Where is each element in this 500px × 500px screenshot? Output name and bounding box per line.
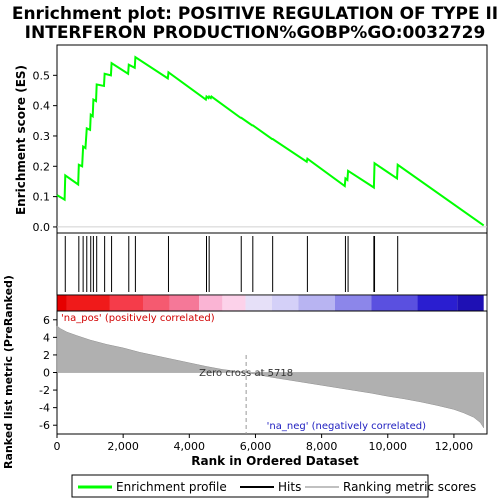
heatmap-segment xyxy=(245,295,272,311)
positive-correlation-label: 'na_pos' (positively correlated) xyxy=(61,313,215,324)
heatmap-segment xyxy=(143,295,170,311)
rank-y-tick-label: 6 xyxy=(43,314,50,327)
heatmap-segment xyxy=(457,295,484,311)
es-y-tick-label: 0.1 xyxy=(33,191,51,204)
heatmap-segment xyxy=(334,295,372,311)
heatmap-segment xyxy=(169,295,200,311)
es-panel: 0.0 0.1 0.2 0.3 0.4 0.5 Enrichment score (ES) xyxy=(14,44,488,234)
rank-y-tick-label: 0 xyxy=(43,367,50,380)
rank-y-tick-label: -4 xyxy=(39,402,50,415)
es-y-tick-label: 0.3 xyxy=(33,130,51,143)
es-y-tick-label: 0.2 xyxy=(33,160,51,173)
heatmap-segment xyxy=(222,295,246,311)
chart-title-line-1: Enrichment plot: POSITIVE REGULATION OF … xyxy=(12,4,498,24)
chart-title-line-2: INTERFERON PRODUCTION%GOBP%GO:0032729 xyxy=(25,23,486,43)
heatmap-segment xyxy=(371,295,418,311)
legend-ranking-label: Ranking metric scores xyxy=(343,480,476,494)
legend: Enrichment profile Hits Ranking metric s… xyxy=(71,474,476,498)
zero-cross-label: Zero cross at 5718 xyxy=(199,368,293,379)
rank-y-tick-label: 2 xyxy=(43,349,50,362)
x-tick-label: 2,000 xyxy=(107,440,139,453)
x-tick-label: 10,000 xyxy=(369,440,408,453)
rank-y-tick-label: -2 xyxy=(39,384,50,397)
es-y-tick-label: 0.5 xyxy=(33,69,51,82)
hits-panel xyxy=(56,232,488,296)
heatmap-segment xyxy=(199,295,223,311)
es-y-tick-label: 0.4 xyxy=(33,100,51,113)
negative-correlation-label: 'na_neg' (negatively correlated) xyxy=(267,421,426,432)
legend-hits-label: Hits xyxy=(278,480,301,494)
heatmap-segment xyxy=(272,295,299,311)
es-y-axis-label: Enrichment score (ES) xyxy=(14,65,28,215)
heatmap-segment xyxy=(57,295,67,311)
rank-y-tick-label: 4 xyxy=(43,331,50,344)
heatmap-segment xyxy=(417,295,458,311)
ranking-metric-area xyxy=(56,325,484,429)
hits-panel-frame xyxy=(56,232,488,296)
heatmap-segment xyxy=(109,295,143,311)
es-y-tick-label: 0.0 xyxy=(33,221,51,234)
heatmap-segment xyxy=(66,295,110,311)
heatmap-segment xyxy=(298,295,335,311)
rank-metric-panel: Zero cross at 5718 'na_pos' (positively … xyxy=(2,275,488,469)
x-tick-label: 6,000 xyxy=(240,440,272,453)
x-tick-label: 4,000 xyxy=(174,440,206,453)
x-tick-label: 0 xyxy=(54,440,61,453)
ranking-heatmap-bar xyxy=(56,294,488,312)
enrichment-profile-line xyxy=(56,55,485,227)
legend-enrichment-label: Enrichment profile xyxy=(116,480,227,494)
x-tick-label: 12,000 xyxy=(435,440,474,453)
x-axis-label: Rank in Ordered Dataset xyxy=(191,454,359,468)
rank-y-axis-label: Ranked list metric (PreRanked) xyxy=(2,275,15,469)
rank-y-tick-label: -6 xyxy=(39,419,50,432)
x-tick-label: 8,000 xyxy=(306,440,338,453)
